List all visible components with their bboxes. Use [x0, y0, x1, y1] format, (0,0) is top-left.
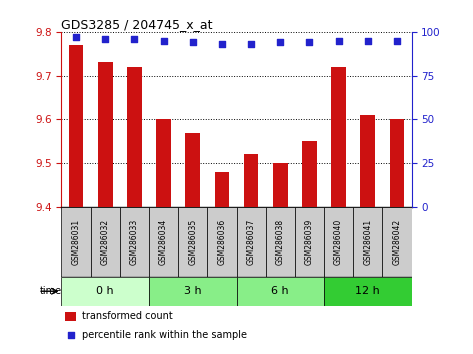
- Text: GDS3285 / 204745_x_at: GDS3285 / 204745_x_at: [61, 18, 213, 31]
- Point: [276, 40, 284, 45]
- Text: GSM286033: GSM286033: [130, 219, 139, 265]
- Point: [67, 332, 74, 337]
- Text: GSM286037: GSM286037: [246, 219, 255, 265]
- Bar: [360, 115, 375, 207]
- Bar: [331, 67, 346, 207]
- Point: [160, 38, 167, 44]
- Text: 6 h: 6 h: [272, 286, 289, 296]
- Bar: [98, 63, 113, 207]
- Point: [335, 38, 342, 44]
- Text: GSM286038: GSM286038: [276, 219, 285, 265]
- Point: [72, 34, 80, 40]
- Bar: [156, 119, 171, 207]
- Bar: [236, 277, 324, 306]
- Text: percentile rank within the sample: percentile rank within the sample: [82, 330, 247, 339]
- Point: [364, 38, 372, 44]
- Bar: [178, 207, 207, 277]
- Bar: [353, 207, 382, 277]
- Bar: [244, 154, 258, 207]
- Point: [189, 40, 197, 45]
- Bar: [91, 207, 120, 277]
- Point: [101, 36, 109, 42]
- Bar: [324, 207, 353, 277]
- Bar: [390, 119, 404, 207]
- Bar: [382, 207, 412, 277]
- Bar: [295, 207, 324, 277]
- Bar: [127, 67, 142, 207]
- Text: GSM286034: GSM286034: [159, 219, 168, 265]
- Point: [131, 36, 138, 42]
- Bar: [236, 207, 266, 277]
- Text: GSM286040: GSM286040: [334, 219, 343, 265]
- Text: time: time: [39, 286, 61, 296]
- Point: [393, 38, 401, 44]
- Text: 12 h: 12 h: [355, 286, 380, 296]
- Point: [218, 41, 226, 47]
- Bar: [61, 207, 91, 277]
- Bar: [185, 132, 200, 207]
- Text: GSM286032: GSM286032: [101, 219, 110, 265]
- Text: GSM286036: GSM286036: [218, 219, 227, 265]
- Bar: [120, 207, 149, 277]
- Bar: [215, 172, 229, 207]
- Bar: [69, 45, 83, 207]
- Text: GSM286035: GSM286035: [188, 219, 197, 265]
- Bar: [324, 277, 412, 306]
- Bar: [207, 207, 236, 277]
- Bar: [273, 163, 288, 207]
- Bar: [149, 207, 178, 277]
- Bar: [61, 277, 149, 306]
- Text: 3 h: 3 h: [184, 286, 201, 296]
- Bar: [266, 207, 295, 277]
- Bar: [65, 312, 76, 321]
- Text: GSM286042: GSM286042: [393, 219, 402, 265]
- Point: [306, 40, 313, 45]
- Text: GSM286041: GSM286041: [363, 219, 372, 265]
- Text: GSM286031: GSM286031: [71, 219, 80, 265]
- Point: [247, 41, 255, 47]
- Text: transformed count: transformed count: [82, 311, 173, 321]
- Text: GSM286039: GSM286039: [305, 219, 314, 265]
- Bar: [149, 277, 236, 306]
- Text: 0 h: 0 h: [96, 286, 114, 296]
- Bar: [302, 141, 317, 207]
